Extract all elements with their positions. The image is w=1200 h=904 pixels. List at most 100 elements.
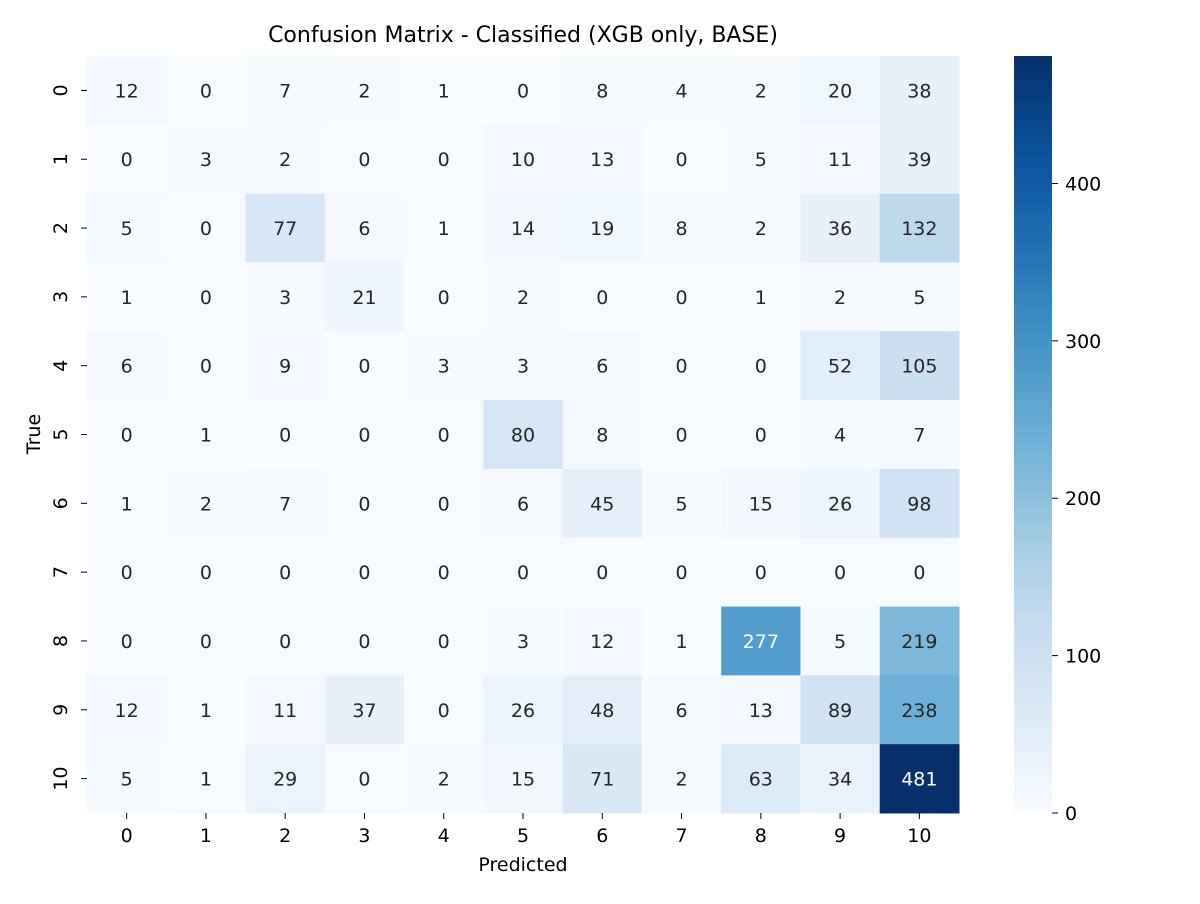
cell-value-label: 36	[828, 218, 852, 240]
cell-value-label: 0	[438, 287, 450, 309]
heatmap-cell	[324, 675, 405, 745]
y-tick-label: 2	[50, 222, 72, 234]
cell-value-label: 0	[358, 149, 370, 171]
heatmap-cell	[562, 744, 643, 814]
heatmap-cell	[562, 193, 643, 263]
cell-value-label: 6	[121, 356, 133, 378]
heatmap-cell	[641, 262, 722, 332]
cell-value-label: 0	[279, 425, 291, 447]
heatmap-cell	[800, 331, 881, 401]
cell-value-label: 7	[913, 425, 925, 447]
heatmap-cell	[324, 56, 405, 126]
cell-value-label: 3	[517, 631, 529, 653]
cell-value-label: 2	[200, 493, 212, 515]
heatmap-cell	[166, 537, 247, 608]
cell-value-label: 0	[755, 425, 767, 447]
heatmap-cell	[721, 193, 801, 263]
colorbar-tick-label: 400	[1065, 173, 1101, 195]
heatmap-cell	[404, 744, 484, 814]
heatmap-cell	[800, 124, 881, 195]
cell-value-label: 26	[511, 700, 535, 722]
cell-value-label: 11	[273, 700, 297, 722]
heatmap-cells: 12 0 7 2 1 0 8 4 2 20 380 3 2 0 0 10 13 0 5 11 395 0 77 6 1 14 19 8…	[87, 56, 960, 814]
heatmap-cell	[483, 331, 564, 401]
heatmap-cell	[641, 744, 722, 814]
heatmap-cell	[87, 537, 167, 608]
heatmap-cell	[245, 56, 326, 126]
heatmap-cell	[562, 468, 643, 539]
cell-value-label: 3	[200, 149, 212, 171]
colorbar-tick-label: 300	[1065, 331, 1101, 353]
heatmap-cell	[879, 606, 960, 676]
cell-value-label: 0	[675, 149, 687, 171]
cell-value-label: 77	[273, 218, 297, 240]
heatmap-cell	[166, 331, 247, 401]
cell-value-label: 0	[517, 80, 529, 102]
heatmap-cell	[641, 56, 722, 126]
heatmap-cell	[879, 400, 960, 470]
cell-value-label: 1	[438, 218, 450, 240]
heatmap-cell	[404, 606, 484, 676]
heatmap-cell	[324, 262, 405, 332]
cell-value-label: 71	[590, 769, 614, 791]
y-tick-label: 7	[50, 566, 72, 578]
heatmap-cell	[87, 606, 167, 676]
heatmap-cell	[404, 193, 484, 263]
cell-value-label: 29	[273, 769, 297, 791]
heatmap-cell	[641, 606, 722, 676]
heatmap-cell	[641, 468, 722, 539]
heatmap-cell	[562, 262, 643, 332]
heatmap-cell	[483, 124, 564, 195]
x-axis-ticks: 0 1 2 3 4 5 6 7 8 9 10	[121, 813, 931, 847]
x-tick-label: 7	[675, 825, 687, 847]
cell-value-label: 12	[115, 80, 139, 102]
cell-value-label: 1	[121, 493, 133, 515]
cell-value-label: 1	[200, 425, 212, 447]
cell-value-label: 0	[358, 493, 370, 515]
heatmap-cell	[166, 400, 247, 470]
cell-value-label: 1	[755, 287, 767, 309]
heatmap-cell	[245, 262, 326, 332]
cell-value-label: 89	[828, 700, 852, 722]
cell-value-label: 2	[438, 769, 450, 791]
cell-value-label: 0	[279, 562, 291, 584]
cell-value-label: 0	[675, 356, 687, 378]
cell-value-label: 8	[596, 80, 608, 102]
heatmap-cell	[404, 468, 484, 539]
y-tick-label: 1	[50, 153, 72, 165]
heatmap-cell	[879, 56, 960, 126]
heatmap-cell	[562, 124, 643, 195]
heatmap-cell	[245, 468, 326, 539]
cell-value-label: 19	[590, 218, 614, 240]
cell-value-label: 2	[755, 218, 767, 240]
cell-value-label: 39	[907, 149, 931, 171]
heatmap-cell	[324, 331, 405, 401]
heatmap-cell	[404, 400, 484, 470]
cell-value-label: 0	[358, 562, 370, 584]
cell-value-label: 0	[121, 631, 133, 653]
cell-value-label: 0	[200, 80, 212, 102]
heatmap-cell	[483, 744, 564, 814]
heatmap-cell	[483, 468, 564, 539]
cell-value-label: 1	[438, 80, 450, 102]
heatmap-cell	[483, 262, 564, 332]
heatmap-cell	[324, 124, 405, 195]
heatmap-cell	[483, 400, 564, 470]
cell-value-label: 1	[675, 631, 687, 653]
cell-value-label: 37	[352, 700, 376, 722]
cell-value-label: 0	[438, 631, 450, 653]
heatmap-cell	[879, 262, 960, 332]
cell-value-label: 1	[200, 700, 212, 722]
heatmap-cell	[404, 124, 484, 195]
heatmap-cell	[166, 468, 247, 539]
heatmap-cell	[879, 744, 960, 814]
heatmap-cell	[562, 331, 643, 401]
cell-value-label: 52	[828, 356, 852, 378]
cell-value-label: 5	[755, 149, 767, 171]
heatmap-cell	[800, 262, 881, 332]
cell-value-label: 277	[743, 631, 779, 653]
cell-value-label: 48	[590, 700, 614, 722]
heatmap-cell	[87, 56, 167, 126]
x-tick-label: 3	[358, 825, 370, 847]
